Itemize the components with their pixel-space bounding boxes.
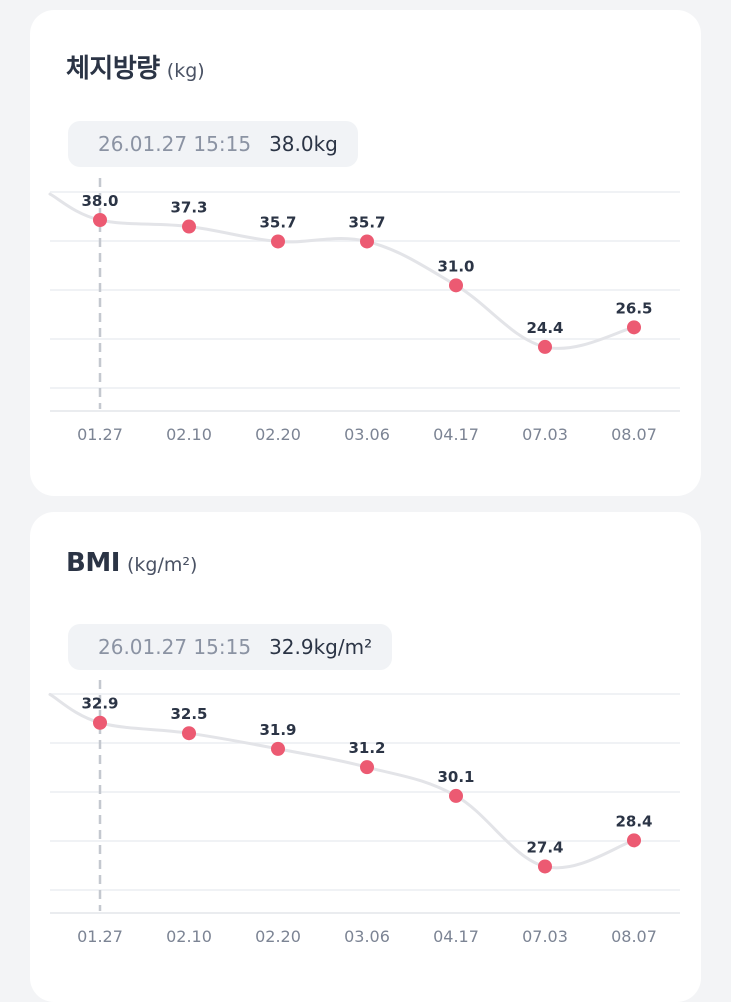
- bmi-line-chart[interactable]: 32.9 01.27 32.5 02.10 31.9 02.20 31.2 03.06 30.1…: [30, 672, 701, 962]
- x-tick-label: 07.03: [522, 927, 568, 946]
- series-line: [48, 192, 636, 350]
- x-tick-label: 02.10: [166, 425, 212, 444]
- data-label: 37.3: [170, 199, 207, 217]
- body-fat-line-chart[interactable]: 38.0 01.27 37.3 02.10 35.7 02.20 35.7 03.06 31.0…: [30, 170, 701, 460]
- chart-title-text: BMI: [66, 548, 120, 578]
- data-point: [93, 213, 107, 227]
- x-tick-label: 01.27: [77, 927, 123, 946]
- x-tick-label: 02.10: [166, 927, 212, 946]
- selected-point-tooltip: 26.01.27 15:15 32.9kg/m²: [68, 624, 393, 670]
- data-label: 31.9: [259, 721, 296, 739]
- selected-point-tooltip: 26.01.27 15:15 38.0kg: [68, 121, 358, 167]
- data-label: 31.0: [437, 257, 474, 275]
- data-point: [93, 715, 107, 730]
- tooltip-date: 26.01.27 15:15: [98, 635, 252, 659]
- data-point: [449, 788, 463, 803]
- chart-title: BMI (kg/m²): [66, 548, 197, 578]
- data-point: [538, 339, 552, 354]
- data-label: 32.5: [170, 705, 207, 723]
- tooltip-value: 38.0kg: [269, 132, 338, 156]
- data-label: 35.7: [348, 213, 385, 231]
- bmi-card: BMI (kg/m²) 26.01.27 15:15 32.9kg/m² 32.…: [30, 512, 701, 1002]
- data-point: [360, 760, 374, 775]
- tooltip-value: 32.9kg/m²: [269, 635, 373, 659]
- x-tick-label: 07.03: [522, 425, 568, 444]
- x-tick-label: 01.27: [77, 425, 123, 444]
- data-label: 27.4: [526, 838, 563, 856]
- body-fat-card: 체지방량 (kg) 26.01.27 15:15 38.0kg 38.0 01.2…: [30, 10, 701, 496]
- chart-unit: (kg/m²): [126, 554, 198, 576]
- tooltip-date: 26.01.27 15:15: [98, 132, 252, 156]
- x-tick-label: 04.17: [433, 927, 479, 946]
- data-label: 30.1: [437, 768, 474, 786]
- data-point: [360, 234, 374, 249]
- chart-unit: (kg): [166, 60, 205, 82]
- data-label: 38.0: [81, 192, 118, 210]
- data-point: [627, 320, 641, 335]
- chart-title-text: 체지방량: [66, 54, 160, 84]
- x-tick-label: 08.07: [611, 425, 657, 444]
- data-point: [271, 741, 285, 756]
- x-tick-label: 04.17: [433, 425, 479, 444]
- data-point: [182, 219, 196, 234]
- data-point: [538, 859, 552, 874]
- data-point: [449, 278, 463, 293]
- x-tick-label: 03.06: [344, 425, 390, 444]
- data-label: 32.9: [81, 695, 118, 713]
- data-label: 31.2: [348, 739, 385, 757]
- x-tick-label: 08.07: [611, 927, 657, 946]
- data-label: 24.4: [526, 319, 563, 337]
- data-label: 26.5: [615, 299, 652, 317]
- chart-title: 체지방량 (kg): [66, 48, 205, 85]
- data-point: [627, 833, 641, 848]
- data-label: 28.4: [615, 812, 652, 830]
- x-tick-label: 02.20: [255, 927, 301, 946]
- data-label: 35.7: [259, 213, 296, 231]
- data-point: [182, 726, 196, 741]
- x-tick-label: 02.20: [255, 425, 301, 444]
- x-tick-label: 03.06: [344, 927, 390, 946]
- data-point: [271, 234, 285, 249]
